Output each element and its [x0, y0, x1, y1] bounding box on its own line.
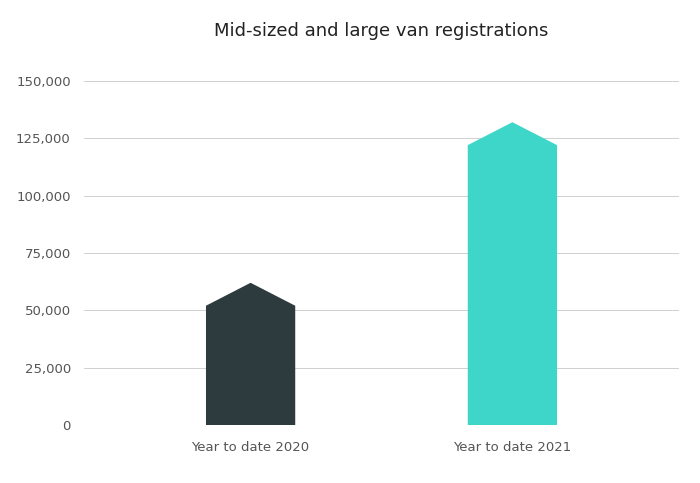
Polygon shape — [206, 283, 295, 425]
Polygon shape — [468, 122, 557, 425]
Title: Mid-sized and large van registrations: Mid-sized and large van registrations — [214, 22, 549, 40]
